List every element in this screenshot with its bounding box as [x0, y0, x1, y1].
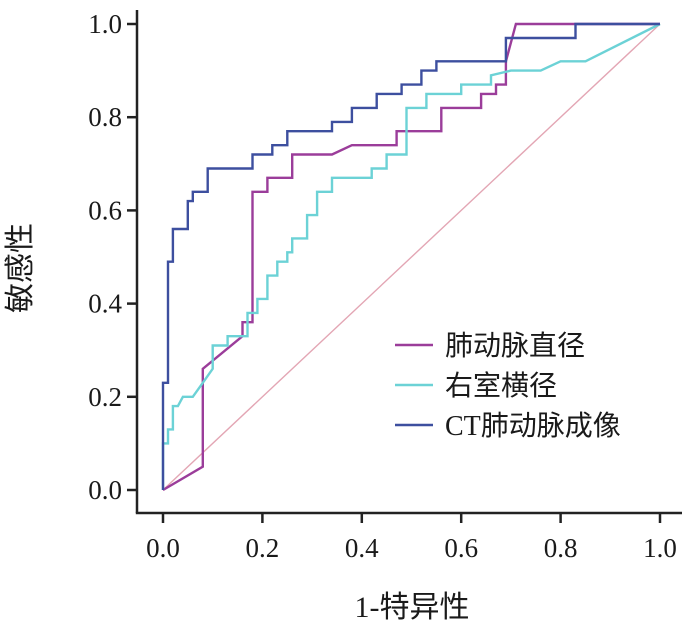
y-tick-label: 0.2: [88, 382, 122, 412]
y-tick-label: 0.8: [88, 102, 122, 132]
legend-label: 右室横径: [445, 370, 557, 402]
y-tick-label: 1.0: [88, 9, 122, 39]
x-axis-title: 1-特异性: [355, 591, 470, 624]
y-tick-label: 0.4: [88, 289, 122, 319]
legend-label: CT肺动脉成像: [445, 410, 621, 442]
roc-series-line-3: [161, 22, 660, 490]
x-tick-label: 0.6: [444, 533, 478, 563]
reference-diagonal-line: [162, 23, 661, 491]
y-tick-label: 0.0: [88, 475, 122, 505]
y-axis-ticks: 0.0 0.2 0.4 0.6 0.8 1.0: [88, 9, 137, 505]
x-tick-label: 0.8: [544, 533, 578, 563]
y-axis-title: 敏感性: [4, 223, 37, 313]
legend-label: 肺动脉直径: [445, 330, 585, 362]
roc-series-line-2: [161, 22, 661, 490]
y-tick-label: 0.6: [88, 195, 122, 225]
x-axis-ticks: 0.0 0.2 0.4 0.6 0.8 1.0: [146, 513, 677, 563]
x-tick-label: 1.0: [643, 533, 677, 563]
x-tick-label: 0.0: [146, 533, 180, 563]
x-tick-label: 0.4: [345, 533, 379, 563]
series-lines: [161, 22, 661, 492]
x-tick-label: 0.2: [246, 533, 280, 563]
